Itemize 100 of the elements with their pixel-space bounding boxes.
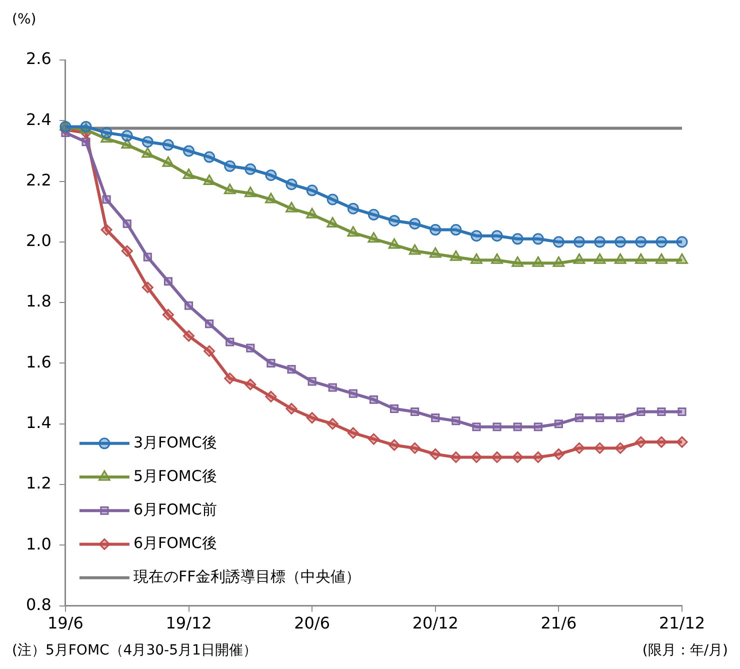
point (534, 422, 542, 432)
point (676, 436, 688, 448)
point (142, 282, 154, 294)
point (348, 389, 358, 398)
point (594, 253, 606, 264)
point (676, 253, 688, 264)
point (182, 168, 195, 179)
point (102, 195, 111, 204)
point (204, 345, 216, 357)
point (286, 202, 298, 212)
point (491, 230, 503, 242)
point (532, 256, 544, 267)
point (452, 416, 460, 426)
point (326, 216, 339, 228)
point (430, 224, 442, 236)
point (224, 184, 236, 194)
point (205, 320, 214, 328)
y-tick-label: 1.8 (26, 292, 52, 311)
point (594, 442, 606, 454)
point (164, 277, 172, 286)
point (224, 372, 236, 384)
point (184, 301, 194, 310)
point (368, 433, 380, 445)
point (408, 244, 421, 255)
point (306, 208, 318, 218)
point (472, 422, 481, 432)
y-axis-title: (%) (12, 12, 36, 28)
x-tick-label: 19/6 (47, 614, 84, 633)
point (265, 169, 277, 181)
point (226, 338, 234, 346)
y-tick-label: 1.0 (26, 534, 52, 554)
point (450, 224, 462, 236)
point (492, 422, 502, 432)
point (143, 252, 152, 262)
point (121, 130, 133, 142)
point (512, 256, 524, 267)
point (616, 414, 625, 422)
point (491, 253, 503, 264)
point (328, 383, 337, 392)
point (162, 156, 174, 167)
point (326, 194, 338, 206)
point (347, 202, 359, 214)
point (369, 395, 378, 404)
point (554, 420, 563, 428)
point (142, 147, 154, 158)
point (224, 160, 236, 172)
point (634, 253, 647, 264)
x-tick-label: 20/12 (412, 614, 458, 633)
point (614, 442, 626, 454)
y-tick-label: 1.6 (26, 352, 52, 372)
point (573, 442, 585, 454)
point (614, 236, 626, 248)
y-tick-label: 1.4 (26, 413, 52, 432)
point (162, 308, 174, 320)
point (390, 404, 399, 413)
x-tick-label: 19/12 (166, 614, 212, 633)
point (532, 233, 544, 245)
y-tick-label: 1.2 (26, 474, 52, 493)
point (676, 236, 688, 248)
point (573, 253, 586, 264)
point (306, 412, 318, 424)
point (266, 358, 276, 368)
y-tick-label: 2.0 (26, 231, 52, 250)
point (326, 418, 338, 430)
legend-label: 3月FOMC後 (133, 433, 217, 452)
point (656, 236, 668, 248)
y-tick-label: 2.2 (26, 170, 52, 190)
point (614, 253, 626, 264)
y-tick-label: 0.8 (26, 594, 52, 614)
point (306, 184, 318, 196)
point (265, 192, 277, 204)
legend-label: 6月FOMC前 (133, 500, 217, 518)
point (678, 407, 686, 416)
point (636, 407, 646, 416)
point (246, 344, 255, 352)
point (470, 230, 482, 242)
point (244, 378, 256, 390)
point (450, 451, 462, 463)
legend-label: 5月FOMC後 (133, 466, 217, 485)
point (594, 236, 606, 248)
point (183, 330, 195, 342)
point (470, 253, 482, 264)
point (183, 145, 195, 157)
point (552, 236, 564, 248)
y-tick-label: 2.6 (26, 49, 52, 68)
point (347, 226, 360, 237)
point (100, 224, 112, 236)
point (368, 232, 380, 243)
point (203, 174, 216, 186)
point (656, 253, 668, 264)
point (512, 233, 524, 245)
point (100, 127, 112, 139)
point (265, 390, 277, 402)
point (121, 245, 133, 257)
point (552, 448, 564, 460)
point (635, 436, 647, 448)
point (388, 238, 400, 249)
point (204, 151, 216, 163)
point (368, 208, 380, 220)
point (409, 442, 421, 454)
